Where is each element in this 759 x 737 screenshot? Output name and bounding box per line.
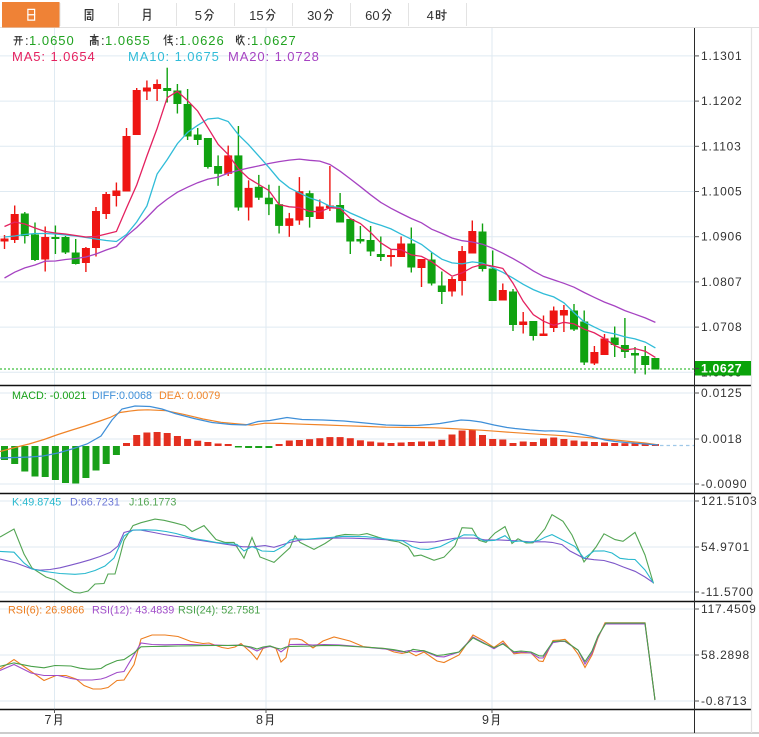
svg-text:7: 7 <box>45 713 52 727</box>
svg-text:1.0906: 1.0906 <box>701 230 743 244</box>
svg-text:58.2898: 58.2898 <box>701 648 750 662</box>
svg-text:5: 5 <box>195 8 202 23</box>
svg-text:1.1005: 1.1005 <box>701 185 743 199</box>
svg-text:1.0626: 1.0626 <box>179 33 225 48</box>
svg-text:1.0650: 1.0650 <box>29 33 75 48</box>
svg-text:8: 8 <box>256 713 263 727</box>
svg-text:1.0655: 1.0655 <box>105 33 151 48</box>
svg-text::: : <box>175 33 179 48</box>
svg-text:1.1301: 1.1301 <box>701 49 743 63</box>
svg-text:0.0018: 0.0018 <box>701 432 743 446</box>
svg-text:1.0627: 1.0627 <box>251 33 297 48</box>
svg-text:54.9701: 54.9701 <box>701 540 750 554</box>
svg-text::: : <box>101 33 105 48</box>
svg-text:0.0125: 0.0125 <box>701 386 743 400</box>
svg-text:9: 9 <box>482 713 489 727</box>
svg-text:-0.8713: -0.8713 <box>701 694 747 708</box>
svg-text:30: 30 <box>307 8 321 23</box>
svg-text:1.1202: 1.1202 <box>701 94 743 108</box>
svg-text:117.4509: 117.4509 <box>701 602 757 616</box>
svg-text:-0.0090: -0.0090 <box>701 477 747 491</box>
svg-text:15: 15 <box>249 8 263 23</box>
svg-text:1.0627: 1.0627 <box>701 362 742 376</box>
svg-text:-11.5700: -11.5700 <box>701 585 754 599</box>
svg-text::: : <box>25 33 29 48</box>
svg-text:1.0708: 1.0708 <box>701 320 743 334</box>
svg-text:1.0807: 1.0807 <box>701 275 743 289</box>
svg-text:121.5103: 121.5103 <box>701 494 757 508</box>
svg-text::: : <box>247 33 251 48</box>
svg-text:1.1103: 1.1103 <box>701 139 742 153</box>
svg-text:4: 4 <box>427 8 434 23</box>
svg-text:60: 60 <box>365 8 379 23</box>
